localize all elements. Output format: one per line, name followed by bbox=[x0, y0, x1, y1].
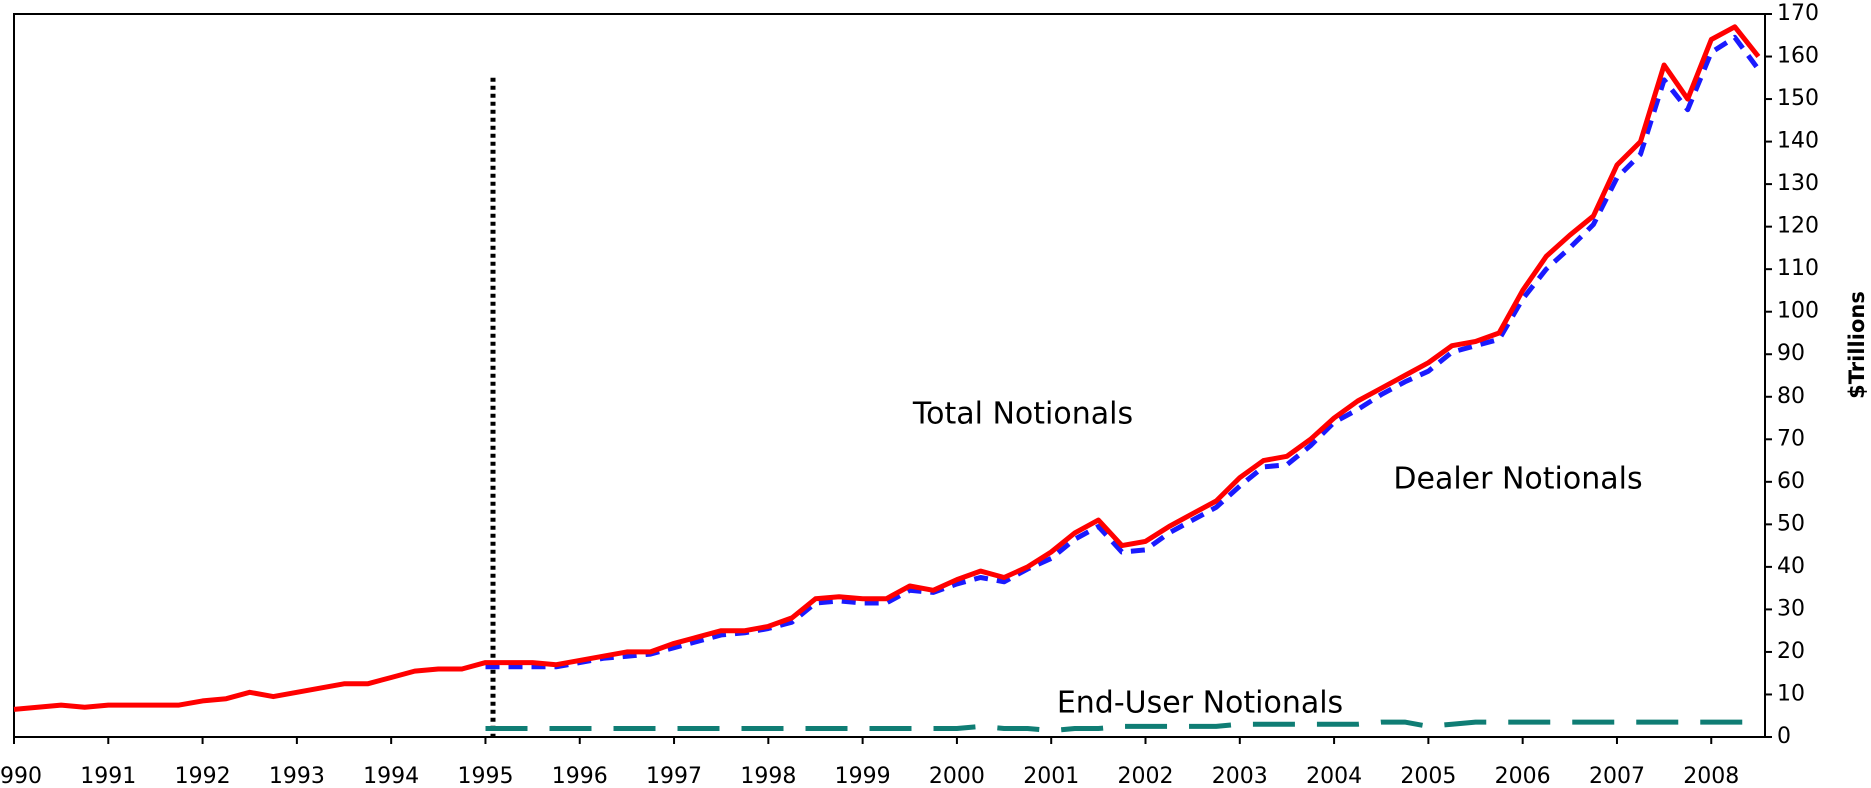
x-tick-label: 2007 bbox=[1589, 764, 1645, 788]
x-tick-label: 1995 bbox=[457, 764, 513, 788]
series-line bbox=[485, 719, 1759, 734]
x-tick-label: 1998 bbox=[740, 764, 796, 788]
y-tick-label: 70 bbox=[1777, 426, 1805, 451]
x-tick-label: 2003 bbox=[1212, 764, 1268, 788]
y-tick-label: 10 bbox=[1777, 681, 1805, 706]
y-tick-label: 40 bbox=[1777, 554, 1805, 579]
y-tick-label: 140 bbox=[1777, 129, 1819, 154]
x-tick-label: 2006 bbox=[1495, 764, 1551, 788]
x-tick-label: 1997 bbox=[646, 764, 702, 788]
y-tick-label: 120 bbox=[1777, 214, 1819, 239]
y-tick-label: 90 bbox=[1777, 341, 1805, 366]
x-tick-label: 1991 bbox=[80, 764, 136, 788]
x-tick-label: 2004 bbox=[1306, 764, 1362, 788]
y-tick-label: 50 bbox=[1777, 511, 1805, 536]
x-tick-label: 2000 bbox=[929, 764, 985, 788]
y-tick-label: 100 bbox=[1777, 299, 1819, 324]
y-tick-label: 0 bbox=[1777, 724, 1791, 749]
y-tick-label: 110 bbox=[1777, 256, 1819, 281]
x-tick-label: 1993 bbox=[269, 764, 325, 788]
y-tick-label: 170 bbox=[1777, 1, 1819, 26]
x-tick-label: 1996 bbox=[552, 764, 608, 788]
series-line bbox=[13, 24, 1761, 712]
x-tick-label: 1990 bbox=[0, 764, 42, 788]
x-tick-label: 1992 bbox=[175, 764, 231, 788]
y-tick-label: 150 bbox=[1777, 86, 1819, 111]
x-tick-label: 1994 bbox=[363, 764, 419, 788]
x-tick-label: 2005 bbox=[1400, 764, 1456, 788]
y-axis-label: $Trillions bbox=[1845, 291, 1869, 399]
x-tick-label: 2002 bbox=[1118, 764, 1174, 788]
series-label: Dealer Notionals bbox=[1393, 462, 1642, 497]
y-tick-label: 80 bbox=[1777, 384, 1805, 409]
series-label: End-User Notionals bbox=[1057, 686, 1343, 721]
x-tick-label: 2008 bbox=[1683, 764, 1739, 788]
y-tick-label: 160 bbox=[1777, 44, 1819, 69]
y-tick-label: 30 bbox=[1777, 596, 1805, 621]
y-tick-label: 20 bbox=[1777, 639, 1805, 664]
y-tick-label: 60 bbox=[1777, 469, 1805, 494]
x-tick-label: 1999 bbox=[835, 764, 891, 788]
series-line bbox=[485, 34, 1761, 670]
x-tick-label: 2001 bbox=[1023, 764, 1079, 788]
series-label: Total Notionals bbox=[912, 397, 1133, 432]
plot-frame bbox=[13, 13, 1766, 738]
y-tick-label: 130 bbox=[1777, 171, 1819, 196]
